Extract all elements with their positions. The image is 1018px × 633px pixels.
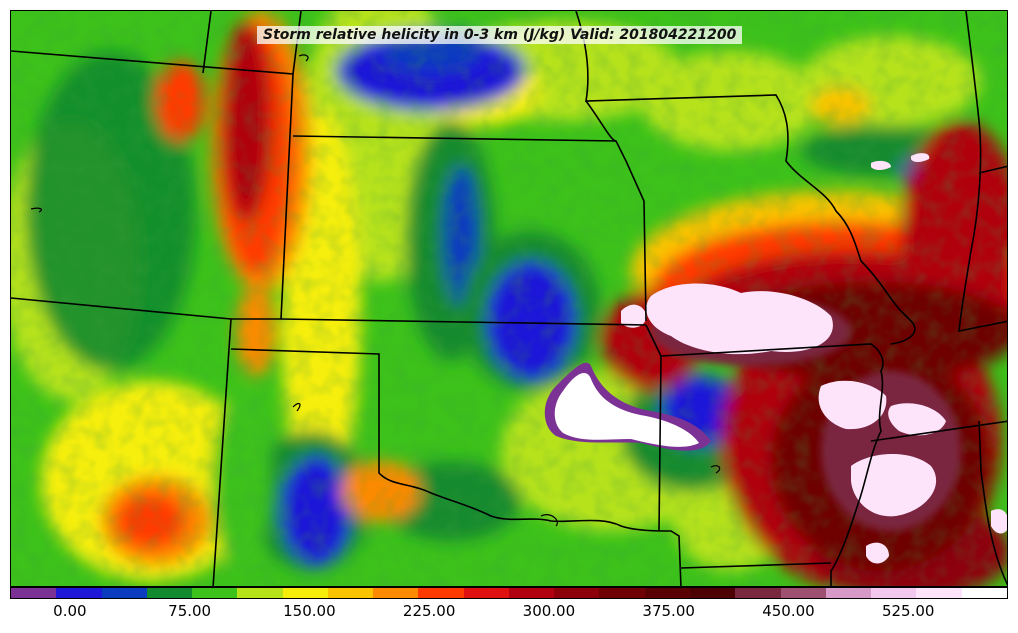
colorbar <box>10 587 1008 599</box>
map-title: Storm relative helicity in 0-3 km (J/kg)… <box>257 26 743 44</box>
colorbar-swatch <box>56 588 102 598</box>
colorbar-swatch <box>282 588 328 598</box>
lake-outlines <box>30 54 721 527</box>
colorbar-tick-label: 300.00 <box>522 602 576 620</box>
colorbar-tick-label: 0.00 <box>53 602 87 620</box>
colorbar-swatch <box>599 588 645 598</box>
colorbar-swatch <box>554 588 600 598</box>
colorbar-tick-label: 75.00 <box>168 602 212 620</box>
colorbar-swatch <box>916 588 962 598</box>
colorbar-tick-label: 375.00 <box>642 602 695 620</box>
colorbar-swatch <box>508 588 555 598</box>
state-borders <box>11 11 1007 586</box>
colorbar-swatch <box>689 588 736 598</box>
colorbar-swatch <box>237 588 283 598</box>
colorbar-tick-labels: 0.00 75.00 150.00 225.00 300.00 375.00 450.00 5… <box>10 602 1008 626</box>
colorbar-swatch <box>101 588 147 598</box>
colorbar-swatch <box>780 588 826 598</box>
colorbar-tick-label: 450.00 <box>762 602 815 620</box>
colorbar-swatch <box>11 588 57 598</box>
colorbar-swatch <box>825 588 872 598</box>
map-panel: Storm relative helicity in 0-3 km (J/kg)… <box>10 10 1008 587</box>
colorbar-tick-label: 150.00 <box>283 602 336 620</box>
colorbar-swatch <box>373 588 419 598</box>
colorbar-swatch <box>463 588 509 598</box>
colorbar-swatch <box>735 588 781 598</box>
colorbar-swatch <box>146 588 193 598</box>
colorbar-tick-label: 525.00 <box>881 602 935 620</box>
colorbar-swatch <box>961 588 1007 598</box>
field-layer <box>11 11 1007 586</box>
max-helicity-areas <box>544 153 1007 564</box>
colorbar-swatch <box>192 588 238 598</box>
colorbar-swatch <box>418 588 464 598</box>
colorbar-swatch <box>871 588 917 598</box>
helicity-field-map <box>11 11 1007 586</box>
colorbar-swatch <box>327 588 374 598</box>
colorbar-tick-label: 225.00 <box>402 602 456 620</box>
colorbar-swatch <box>644 588 690 598</box>
